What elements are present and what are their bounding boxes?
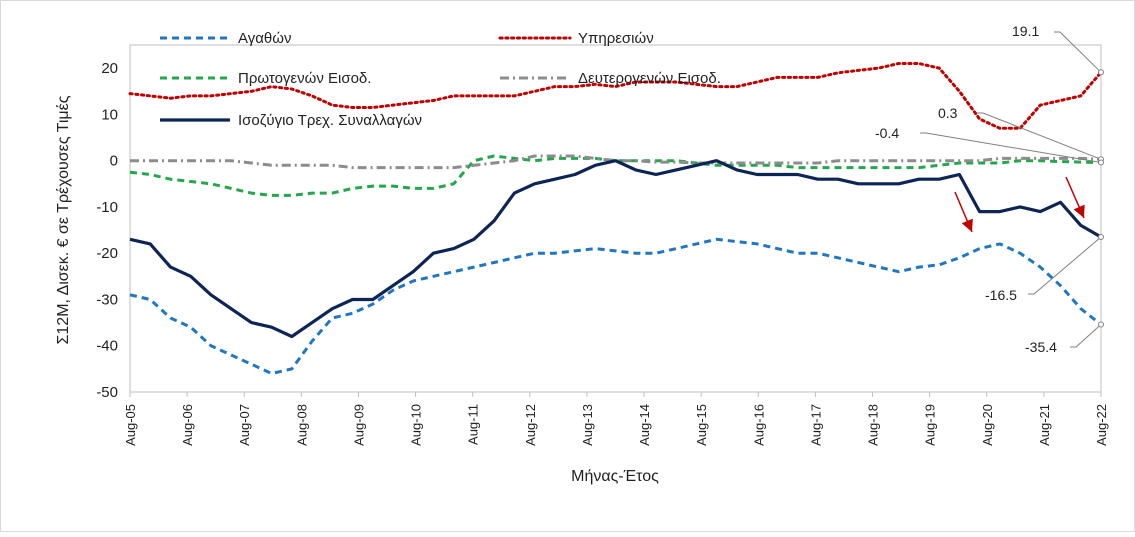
y-tick-label: -20 (96, 245, 118, 262)
annotation-label-4: -35.4 (1025, 339, 1057, 355)
legend-label-3: Δευτερογενών Εισοδ. (578, 70, 721, 87)
annotations: 19.1 0.3 -0.4 -16.5 -35.4 (875, 23, 1104, 355)
legend-label-1: Υπηρεσιών (578, 30, 654, 47)
annotation-label-0: 19.1 (1012, 23, 1039, 39)
legend: Αγαθών Υπηρεσιών Πρωτογενών Εισοδ. Δευτερογ… (160, 30, 721, 129)
plot-area (129, 44, 1102, 393)
x-tick-label: Aug-18 (866, 404, 881, 446)
annotation-marker-0 (1098, 69, 1104, 76)
annotation-leader-2 (920, 132, 1102, 164)
y-tick-label: -10 (96, 199, 118, 216)
x-tick-label: Aug-22 (1094, 404, 1109, 446)
series-line-4 (129, 159, 1102, 339)
annotation-leader-4 (1070, 324, 1102, 348)
annotation-label-3: -16.5 (985, 287, 1017, 303)
x-tick-label: Aug-08 (294, 404, 309, 446)
y-axis: 20 10 0 -10 -20 -30 -40 -50 (96, 60, 118, 401)
y-tick-label: -40 (96, 338, 118, 355)
y-tick-label: 10 (101, 106, 118, 123)
x-tick-label: Aug-12 (523, 404, 538, 446)
x-tick-label: Aug-14 (637, 404, 652, 446)
red-arrow-head-0 (961, 218, 973, 232)
x-tick-label: Aug-19 (923, 404, 938, 446)
x-tick-label: Aug-05 (123, 404, 138, 446)
legend-label-0: Αγαθών (238, 30, 291, 47)
y-tick-label: -50 (96, 384, 118, 401)
x-tick-label: Aug-15 (694, 404, 709, 446)
x-tick-label: Aug-10 (409, 404, 424, 446)
y-tick-label: 20 (101, 60, 118, 77)
legend-label-2: Πρωτογενών Εισοδ. (238, 70, 371, 87)
legend-label-4: Ισοζύγιο Τρεχ. Συναλλαγών (238, 112, 422, 129)
annotation-label-2: -0.4 (875, 125, 899, 141)
x-tick-label: Aug-07 (237, 404, 252, 446)
x-tick-label: Aug-06 (180, 404, 195, 446)
red-arrow-head-1 (1073, 204, 1085, 218)
x-tick-label: Aug-11 (466, 404, 481, 445)
x-tick-label: Aug-21 (1037, 404, 1052, 446)
x-tick-label: Aug-16 (751, 404, 766, 446)
x-tick-label: Aug-20 (980, 404, 995, 446)
annotation-label-1: 0.3 (938, 105, 958, 121)
x-axis: Aug-05 Aug-06 Aug-07 Aug-08 Aug-09 Aug-10 Aug-… (123, 392, 1109, 446)
annotation-marker-2 (1098, 159, 1104, 166)
annotation-marker-3 (1098, 234, 1104, 241)
series-lines (128, 62, 1103, 375)
x-tick-label: Aug-17 (808, 404, 823, 446)
y-tick-label: 0 (110, 153, 118, 170)
annotation-marker-4 (1098, 321, 1104, 328)
x-axis-title: Μήνας-Έτος (571, 468, 659, 485)
series-line-1 (128, 62, 1103, 130)
annotation-leader-1 (977, 112, 1102, 160)
annotation-leader-0 (1054, 31, 1102, 73)
y-axis-title: Σ12Μ, Δισεκ. € σε Τρέχουσες Τιμές (55, 95, 72, 344)
y-tick-label: -30 (96, 291, 118, 308)
annotation-leader-3 (1028, 236, 1102, 295)
x-tick-label: Aug-13 (580, 404, 595, 446)
series-line-0 (129, 237, 1102, 375)
x-tick-label: Aug-09 (351, 404, 366, 446)
